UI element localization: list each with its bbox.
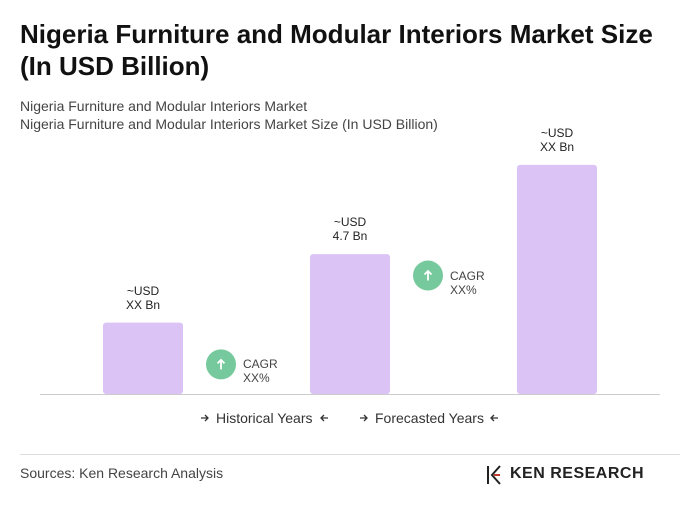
subtitle: Nigeria Furniture and Modular Interiors … <box>20 98 308 114</box>
value-label: ~USD 4.7 Bn <box>332 215 368 244</box>
bar <box>103 322 183 394</box>
value-label: ~USD XX Bn <box>125 283 161 312</box>
period-label: Historical Years <box>216 410 313 426</box>
cagr-label: CAGR XX% <box>450 268 485 297</box>
chart-title: Nigeria Furniture and Modular Interiors … <box>20 19 653 81</box>
subtitle: Nigeria Furniture and Modular Interiors … <box>20 116 438 132</box>
logo-mark <box>487 465 501 485</box>
bar <box>310 254 390 394</box>
logo: KEN RESEARCH <box>510 465 645 482</box>
cagr-arrow <box>216 358 226 370</box>
period-label: Forecasted Years <box>375 410 484 426</box>
cagr-arrow <box>423 269 433 281</box>
cagr-label: CAGR XX% <box>243 357 278 386</box>
period-arrows <box>201 414 498 422</box>
bar <box>517 164 597 394</box>
source: Sources: Ken Research Analysis <box>20 465 224 481</box>
value-label: ~USD XX Bn <box>539 125 575 154</box>
